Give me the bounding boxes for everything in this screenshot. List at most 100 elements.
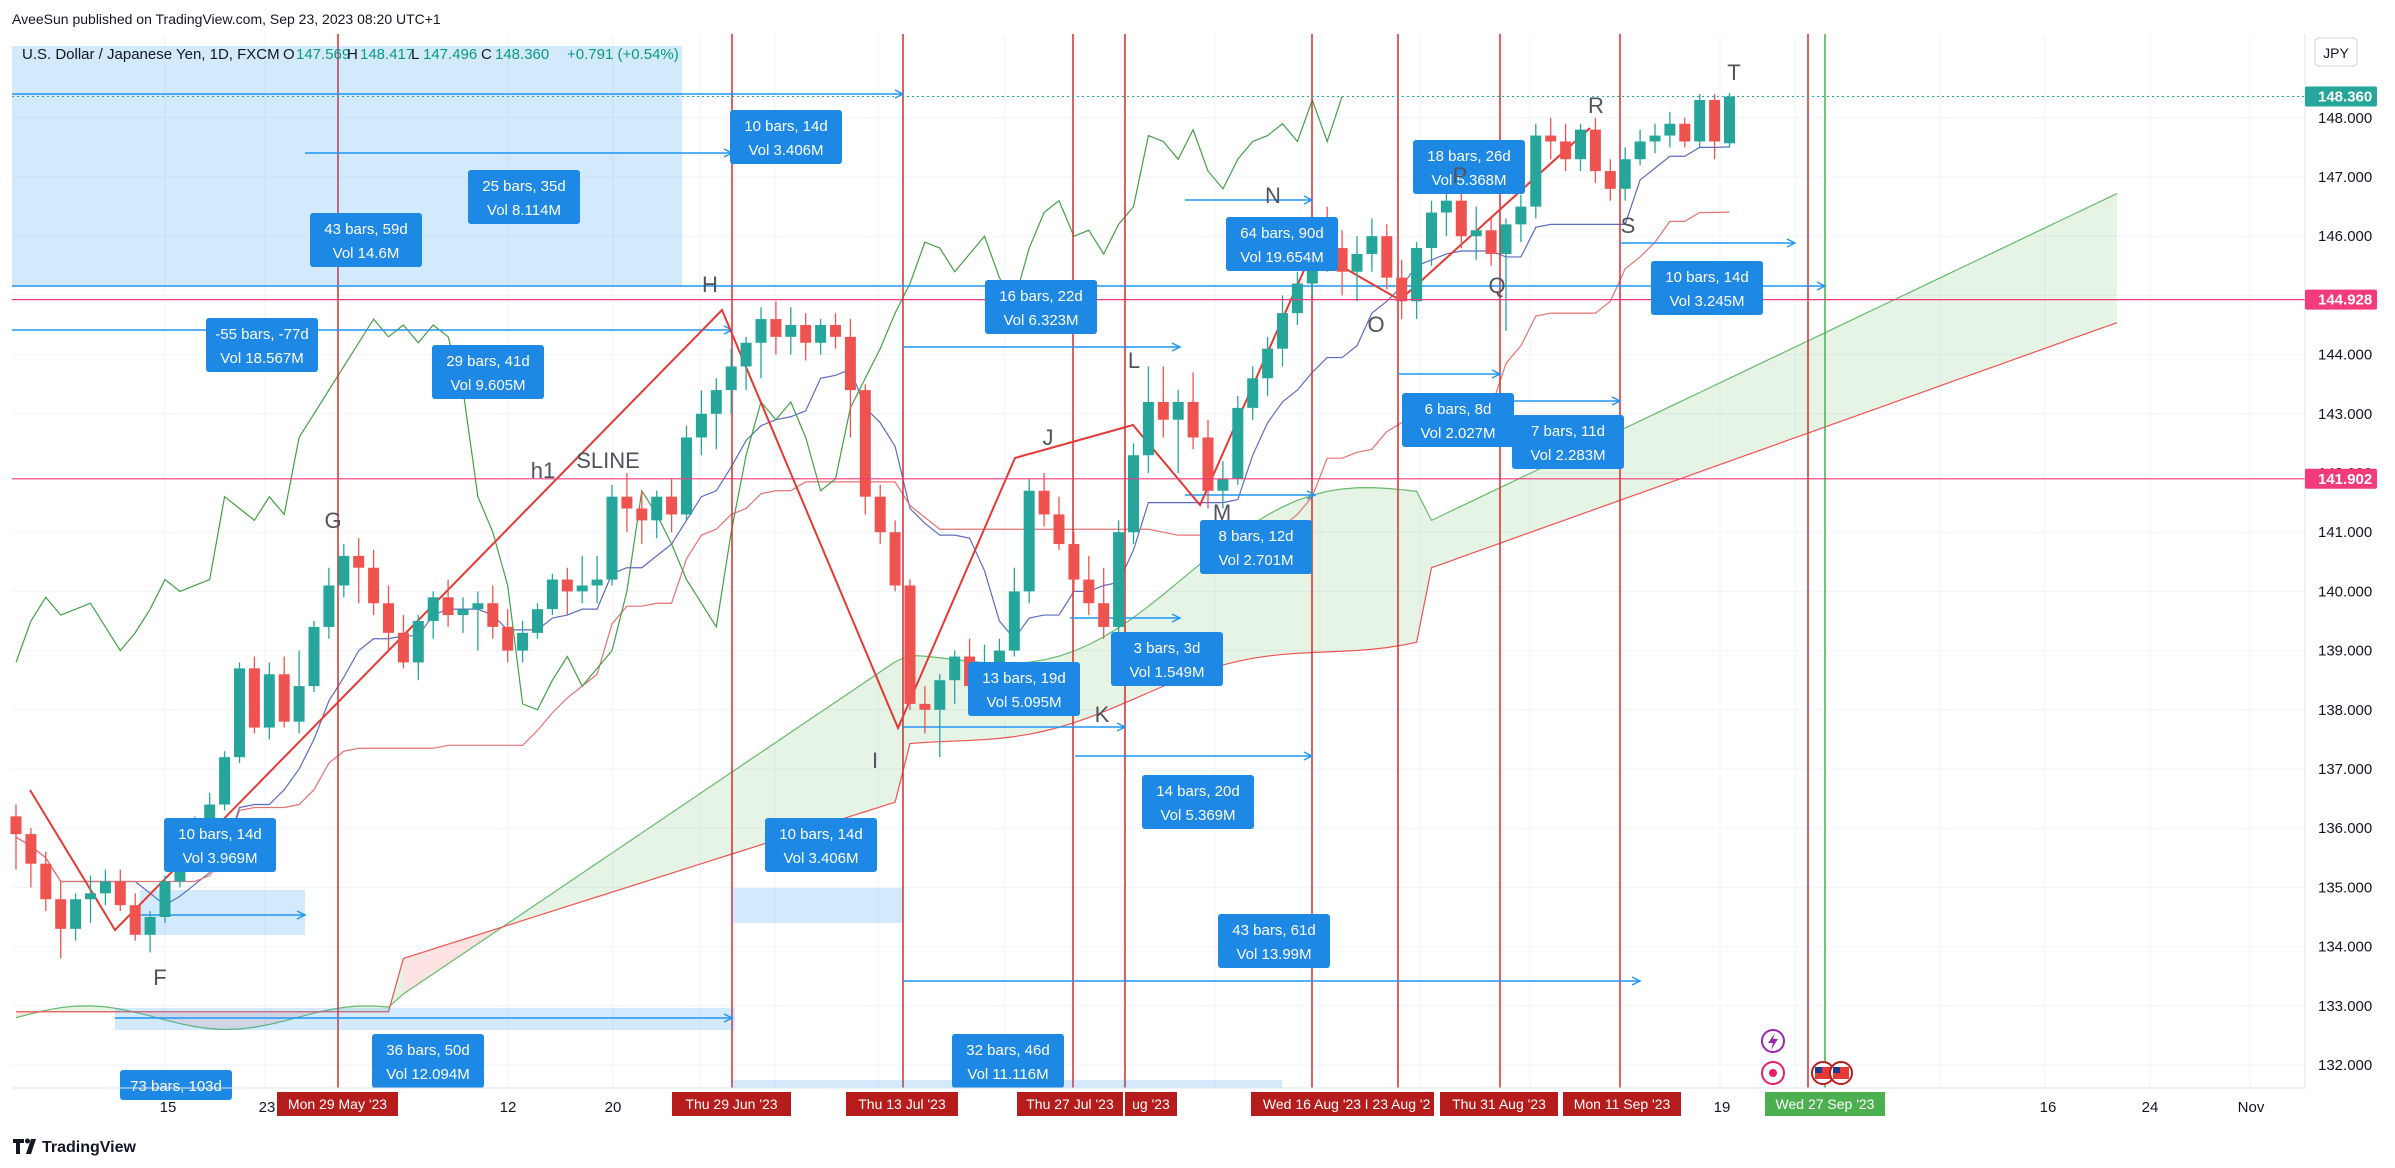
measure-box-vol: Vol 3.969M: [182, 850, 257, 867]
candle-body: [502, 626, 514, 651]
low-value: 147.496: [423, 46, 477, 63]
measure-box-vol: Vol 2.701M: [1218, 552, 1293, 569]
measure-arrowhead: [1171, 613, 1182, 623]
tradingview-logo[interactable]: TradingView: [13, 1138, 137, 1157]
measure-box-bars: 36 bars, 50d: [386, 1042, 469, 1059]
us-flag-icon[interactable]: [1829, 1061, 1853, 1085]
wave-label-k: K: [1095, 702, 1110, 727]
candle-body: [397, 632, 409, 663]
time-axis-ticks[interactable]: 15 23 12 20 19 16 24 Nov: [160, 1099, 2265, 1116]
candle-body: [1247, 378, 1259, 408]
measure-box: 14 bars, 20d Vol 5.369M: [1142, 775, 1254, 829]
measure-box: 8 bars, 12d Vol 2.701M: [1200, 520, 1312, 574]
wave-label-l: L: [1128, 348, 1140, 373]
candle-body: [1202, 437, 1214, 491]
measure-box: 7 bars, 11d Vol 2.283M: [1512, 415, 1624, 469]
price-tick-label: 141.000: [2318, 524, 2372, 541]
candle-body: [1262, 348, 1274, 379]
wave-label-g: G: [324, 508, 341, 533]
time-axis-flag-label: Wed 27 Sep '23: [1776, 1096, 1875, 1112]
candle-body: [263, 674, 275, 728]
change-value: +0.791 (+0.54%): [567, 46, 679, 63]
candle-body: [487, 603, 499, 627]
candle-body: [40, 863, 52, 900]
candle-body: [1530, 135, 1542, 207]
candle-body: [1411, 248, 1423, 302]
measure-box: 13 bars, 19d Vol 5.095M: [968, 662, 1080, 716]
candle-body: [1604, 171, 1616, 189]
time-axis-flag: I 23 Aug '2: [1361, 1092, 1434, 1116]
measure-box-bg: [1142, 775, 1254, 829]
price-axis-ticks[interactable]: 132.000 133.000 134.000 135.000 136.000 137.0…: [2318, 110, 2372, 1074]
measure-box: 43 bars, 59d Vol 14.6M: [310, 213, 422, 267]
time-tick-label: 16: [2040, 1099, 2057, 1116]
time-axis-flag-bg: [1765, 1092, 1885, 1116]
candle-body: [740, 342, 752, 367]
candle-body: [219, 757, 231, 805]
candle-body: [1038, 490, 1050, 515]
candle-body: [755, 319, 767, 343]
time-axis-flag-label: Thu 29 Jun '23: [685, 1096, 777, 1112]
price-badge: [2305, 86, 2377, 107]
low-label: L: [411, 46, 419, 63]
candle-body: [1068, 544, 1080, 580]
candle-body: [666, 496, 678, 515]
measure-box-vol: Vol 14.6M: [333, 245, 400, 262]
candle-body: [1455, 200, 1467, 237]
time-axis-flag-label: Thu 27 Jul '23: [1026, 1096, 1114, 1112]
candle-body: [710, 390, 722, 414]
candle-body: [1351, 253, 1363, 272]
horizontal-levels: [12, 95, 2305, 480]
time-axis-flag-bg: [1017, 1092, 1123, 1116]
lightning-icon[interactable]: [1761, 1029, 1785, 1053]
measure-arrowhead: [1816, 281, 1827, 291]
candle-body: [1023, 490, 1035, 592]
currency-button[interactable]: JPY: [2314, 37, 2358, 67]
candle-body: [1396, 277, 1408, 302]
candle-body: [323, 585, 335, 627]
measure-box-vol: Vol 1.549M: [1129, 664, 1204, 681]
measure-arrowhead: [723, 325, 734, 335]
measure-box: 29 bars, 41d Vol 9.605M: [432, 345, 544, 399]
candle-body: [1560, 141, 1572, 160]
candle-body: [651, 496, 663, 521]
time-axis-flag: Thu 29 Jun '23: [672, 1092, 791, 1116]
symbol-name: U.S. Dollar / Japanese Yen, 1D, FXCM: [22, 46, 280, 63]
measure-box-vol: Vol 5.369M: [1160, 807, 1235, 824]
publisher-text: AveeSun published on TradingView.com, Se…: [12, 11, 441, 27]
measure-box: 10 bars, 14d Vol 3.969M: [164, 818, 276, 872]
measure-box-bars: 7 bars, 11d: [1531, 423, 1605, 440]
measure-box: 10 bars, 14d Vol 3.406M: [730, 110, 842, 164]
wave-label-j: J: [1043, 425, 1054, 450]
measure-box-bars: 16 bars, 22d: [999, 288, 1082, 305]
price-tick-label: 134.000: [2318, 939, 2372, 956]
candle-body: [1232, 407, 1244, 479]
time-tick-label: Nov: [2238, 1099, 2265, 1116]
wave-label-f: F: [153, 965, 166, 990]
candle-body: [815, 325, 827, 343]
measure-box-bars: -55 bars, -77d: [215, 326, 308, 343]
candle-body: [1336, 248, 1348, 272]
measure-box-bars: 18 bars, 26d: [1427, 148, 1510, 165]
measure-box-bg: [1651, 261, 1763, 315]
time-axis-flag: Thu 31 Aug '23: [1440, 1092, 1558, 1116]
dividend-icon[interactable]: [1761, 1061, 1785, 1085]
measure-box-bg: [1512, 415, 1624, 469]
candle-body: [993, 650, 1005, 669]
candle-body: [1172, 401, 1184, 420]
measure-box-vol: Vol 3.245M: [1669, 293, 1744, 310]
price-tick-label: 144.000: [2318, 347, 2372, 364]
measure-box-vol: Vol 13.99M: [1236, 946, 1311, 963]
measure-arrowhead: [1303, 751, 1314, 761]
measure-box-vol: Vol 11.116M: [967, 1066, 1048, 1083]
candle-body: [695, 413, 707, 438]
measure-arrowhead: [1171, 342, 1182, 352]
tv-logo-mark: [13, 1139, 24, 1154]
price-badge: [2305, 289, 2377, 310]
wave-label-o: O: [1367, 312, 1384, 337]
candle-body: [368, 567, 380, 604]
time-axis-flag: Mon 29 May '23: [277, 1092, 398, 1116]
measure-box-bars: 13 bars, 19d: [982, 670, 1065, 687]
